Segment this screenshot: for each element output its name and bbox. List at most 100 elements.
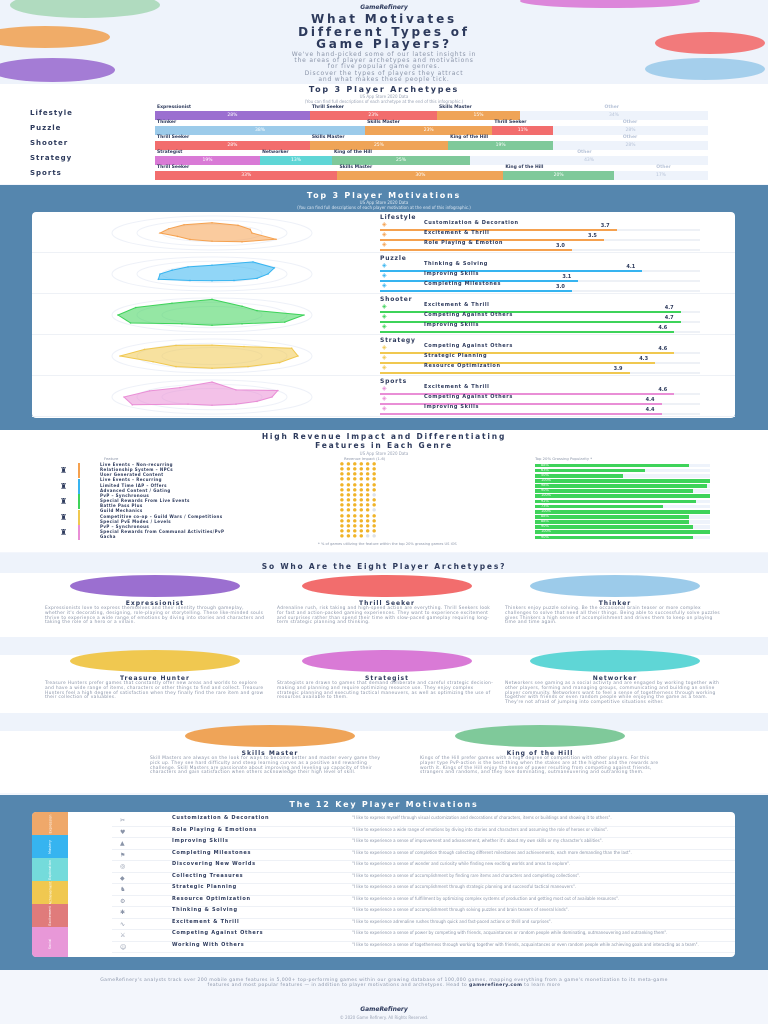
segment-label: Expressionist xyxy=(157,105,192,110)
archetype-description: Expressionists love to express themselve… xyxy=(45,606,265,626)
feature-name: Relationship System – NPCs xyxy=(100,467,174,473)
impact-coin-icon: ● xyxy=(372,487,379,493)
genre-color-bar xyxy=(78,525,80,540)
genre-icon: ♜ xyxy=(60,512,68,522)
motivation-row: ⚑ Completing Milestones "I like to experie… xyxy=(112,850,735,861)
motivation-icon: ⚔ xyxy=(120,932,126,939)
feature-row: PvP – Synchronous ●●●●●● 100% xyxy=(100,493,740,499)
motivation-icon: ∿ xyxy=(120,920,126,928)
archetype-illustration xyxy=(645,58,765,80)
score-value: 3.0 xyxy=(556,284,565,290)
archetype-card: Expressionist Expressionists love to expr… xyxy=(45,575,265,626)
motivation-quote: "I like to experience a sense of togethe… xyxy=(352,941,699,947)
impact-coin-icon: ● xyxy=(346,462,353,467)
motivation-quote: "I like to experience a sense of fulfill… xyxy=(352,895,620,901)
radar-point xyxy=(211,344,213,346)
archetype-description: Treasure Hunters prefer games that const… xyxy=(45,681,264,701)
website-link[interactable]: gamerefinery.com xyxy=(469,983,523,988)
segment-percent: 28% xyxy=(227,113,238,118)
radar-point xyxy=(235,403,237,405)
archetype-illustration xyxy=(455,725,625,747)
title-line: High Revenue Impact and Differentiating xyxy=(261,432,507,441)
radar-chart xyxy=(111,338,313,374)
radar-point xyxy=(235,389,237,391)
segment-percent: 19% xyxy=(202,158,213,163)
impact-coin-icon: ● xyxy=(346,523,353,529)
genre-color-bar xyxy=(78,494,80,509)
impact-coin-icon: ● xyxy=(372,518,379,524)
radar-point xyxy=(119,355,121,357)
radar-point xyxy=(176,235,179,238)
impact-coin-icon: ● xyxy=(352,503,360,509)
segment-label: Thrill Seeker xyxy=(157,135,190,140)
segment-percent: 23% xyxy=(368,113,379,118)
genre-label: Sports xyxy=(380,378,407,385)
radar-point xyxy=(241,305,243,307)
segment-label: Other xyxy=(622,135,638,140)
motivation-name: Working With Others xyxy=(172,941,245,948)
motivation-icon: ◈ xyxy=(382,405,387,412)
page-title: What Motivates Different Types of Game P… xyxy=(0,13,768,51)
score-fill xyxy=(380,413,662,415)
radar-point xyxy=(211,240,213,242)
archetype-name: Expressionist xyxy=(125,600,185,607)
radar-chart xyxy=(111,297,313,333)
archetype-card: Strategist Strategists are drawn to games… xyxy=(277,650,497,701)
revenue-impact-rating: ●●●●●● xyxy=(340,513,379,520)
score-fill xyxy=(380,362,656,364)
feature-row: Special PvE Modes / Levels ●●●●●● 88% xyxy=(100,518,740,525)
radar-point xyxy=(267,273,269,275)
footer-logo: GameRefinery xyxy=(360,1006,408,1013)
impact-coin-icon: ● xyxy=(365,503,373,509)
radar-point xyxy=(189,238,191,241)
motivation-icon: ◈ xyxy=(382,323,387,330)
score-fill xyxy=(380,270,643,272)
radar-point xyxy=(159,273,161,275)
segment-label: King of the Hill xyxy=(505,165,544,170)
radar-point xyxy=(167,227,170,230)
popularity-bar: 100% xyxy=(535,530,710,535)
motivation-name: Strategic Planning xyxy=(424,353,488,359)
impact-coin-icon: ● xyxy=(340,487,347,493)
feature-row: Live Events – Non-recurring ●●●●●● 88% xyxy=(100,462,740,468)
genre-label: Strategy xyxy=(380,337,416,344)
genre-icon: ♜ xyxy=(60,497,68,506)
impact-coin-icon: ● xyxy=(372,482,379,488)
impact-coin-icon: ● xyxy=(365,477,373,483)
archetype-bar: Expressionist 28% Thrill Seeker 23% Skills M… xyxy=(155,105,708,120)
motivation-icon: ▲ xyxy=(120,840,125,847)
archetype-segment: Other 43% xyxy=(470,150,708,165)
radar-ring xyxy=(111,338,313,374)
motivation-score-item: ◈ Competing Against Others 4.7 xyxy=(380,313,700,323)
segment-label: King of the Hill xyxy=(450,135,489,140)
popularity-fill: 73% xyxy=(535,504,663,509)
motivation-name: Excitement & Thrill xyxy=(424,384,490,390)
motivation-quote: "I like to experience a sense of improve… xyxy=(352,838,603,843)
radar-point xyxy=(159,232,161,234)
segment-percent: 43% xyxy=(584,158,595,163)
score-fill xyxy=(380,249,572,251)
segment-label: King of the Hill xyxy=(333,150,372,155)
footer-body: GameRefinery's analysts track over 200 m… xyxy=(100,978,668,988)
segment-percent: 20% xyxy=(553,173,564,178)
impact-coin-icon: ● xyxy=(352,518,360,524)
radar-point xyxy=(275,238,277,241)
radar-polygon xyxy=(119,344,299,369)
radar-point xyxy=(143,348,146,351)
radar-point xyxy=(211,264,213,266)
radar-point xyxy=(211,367,213,370)
group-name: Achievement xyxy=(47,881,52,904)
popularity-fill: 50% xyxy=(535,473,623,478)
score-fill xyxy=(380,280,579,282)
archetype-description: Thinkers enjoy puzzle solving. Be the oc… xyxy=(505,606,720,626)
impact-coin-icon: ● xyxy=(340,534,347,540)
archetype-name: Treasure Hunter xyxy=(120,675,190,682)
feature-row: User Generated Content ●●●●●● 50% xyxy=(100,473,740,478)
motivation-icon: ✂ xyxy=(120,817,126,824)
motivation-name: Competing Against Others xyxy=(424,343,513,349)
impact-coin-icon: ● xyxy=(359,513,366,519)
popularity-bar: 73% xyxy=(535,504,710,509)
radar-point xyxy=(183,223,185,226)
feature-name: Special PvE Modes / Levels xyxy=(100,518,171,524)
radar-point xyxy=(211,298,213,301)
